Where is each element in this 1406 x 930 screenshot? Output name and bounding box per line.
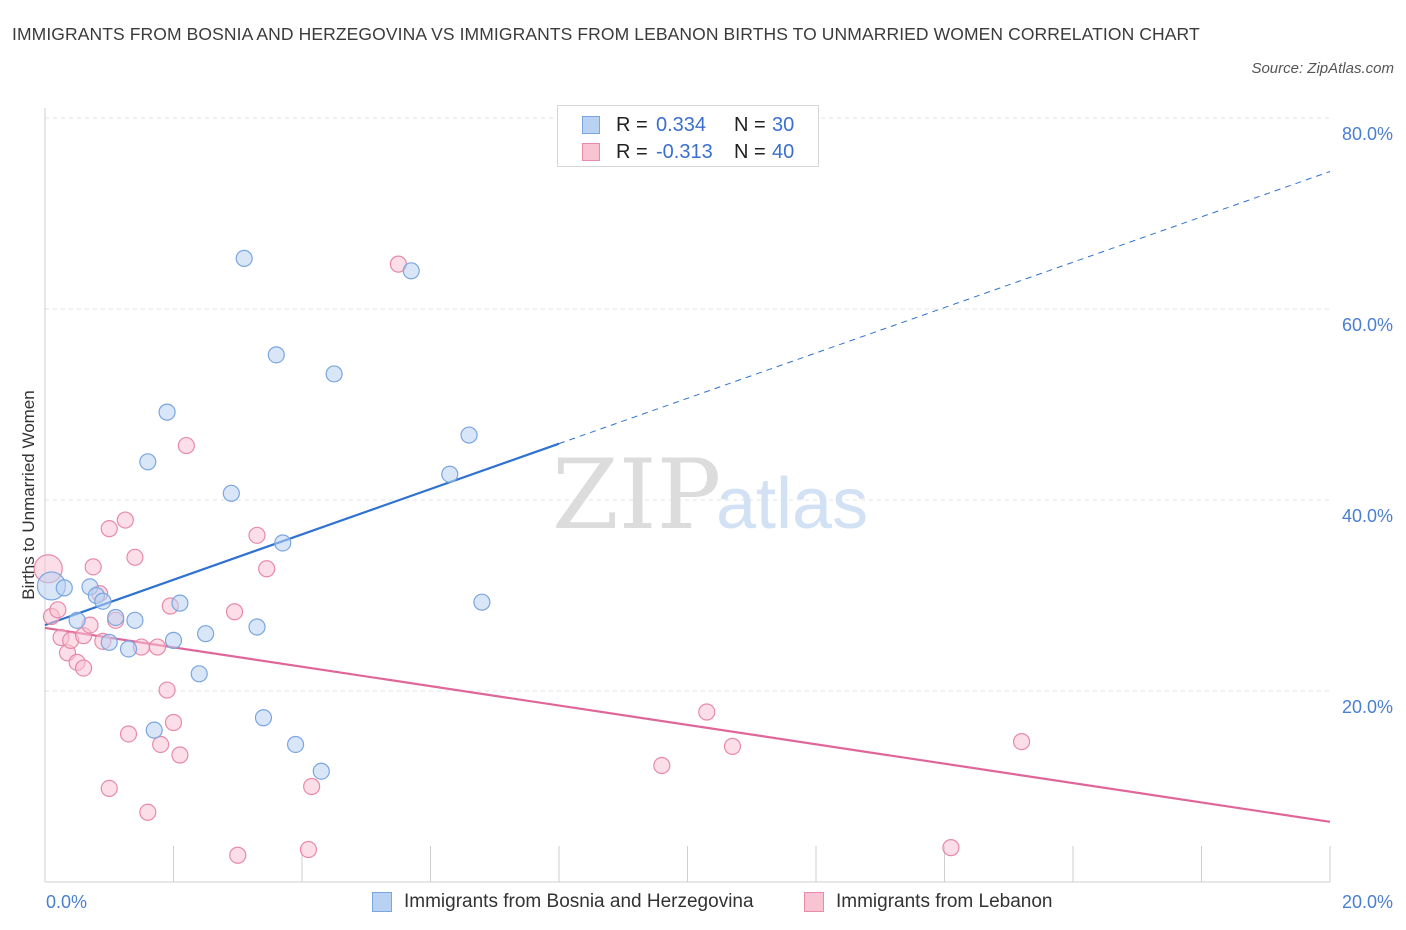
- data-point-lebanon: [164, 713, 183, 732]
- data-point-lebanon: [84, 558, 102, 576]
- tick-labels: 20.0% 40.0% 60.0% 80.0% 0.0% 20.0%: [46, 124, 1393, 912]
- data-point-bosnia: [107, 608, 125, 627]
- data-point-bosnia: [235, 249, 253, 267]
- trend-line-lebanon: [44, 626, 1331, 823]
- data-point-lebanon: [723, 737, 742, 755]
- correlation-legend: R = 0.334 N = 30 R = -0.313 N = 40: [557, 105, 819, 167]
- bottom-legend-bosnia: Immigrants from Bosnia and Herzegovina: [372, 888, 754, 916]
- chart-title: IMMIGRANTS FROM BOSNIA AND HERZEGOVINA V…: [12, 24, 1200, 44]
- legend-r-value: 0.334: [656, 113, 707, 136]
- legend-swatch-lebanon: [582, 143, 600, 161]
- bottom-legend-swatch-bosnia: [372, 892, 392, 912]
- data-point-lebanon: [158, 681, 176, 699]
- series-bosnia-points: [36, 249, 491, 780]
- data-point-bosnia: [55, 579, 73, 597]
- data-point-bosnia: [100, 633, 118, 651]
- data-point-bosnia: [68, 611, 86, 629]
- watermark: ZIP atlas: [552, 439, 868, 551]
- data-point-bosnia: [254, 709, 273, 727]
- data-point-bosnia: [119, 640, 138, 658]
- x-tick-label: 0.0%: [46, 892, 87, 912]
- data-point-lebanon: [100, 779, 118, 798]
- data-point-bosnia: [171, 594, 189, 612]
- data-point-bosnia: [126, 611, 144, 629]
- data-point-lebanon: [171, 746, 189, 764]
- legend-swatch-bosnia: [582, 116, 600, 134]
- bottom-legend-swatch-lebanon: [804, 892, 824, 912]
- x-tick-label: 20.0%: [1342, 892, 1393, 912]
- legend-n-value: 30: [772, 113, 795, 136]
- chart-source: Source: ZipAtlas.com: [1251, 60, 1394, 77]
- bottom-legend-label-bosnia: Immigrants from Bosnia and Herzegovina: [404, 891, 754, 912]
- y-tick-label: 40.0%: [1342, 506, 1393, 526]
- data-point-bosnia: [197, 625, 215, 643]
- data-point-bosnia: [145, 721, 163, 739]
- data-point-bosnia: [190, 665, 208, 683]
- data-point-lebanon: [116, 511, 134, 529]
- data-point-bosnia: [312, 762, 330, 780]
- watermark-zip: ZIP: [552, 439, 721, 551]
- data-point-bosnia: [325, 365, 343, 383]
- data-point-lebanon: [229, 846, 247, 864]
- data-point-lebanon: [148, 638, 167, 656]
- data-point-bosnia: [139, 453, 157, 471]
- data-point-lebanon: [299, 840, 318, 859]
- data-point-lebanon: [139, 803, 157, 821]
- data-point-lebanon: [74, 659, 93, 677]
- data-point-lebanon: [225, 603, 244, 621]
- data-point-lebanon: [258, 560, 276, 578]
- data-point-bosnia: [441, 465, 459, 483]
- data-point-lebanon: [177, 436, 195, 455]
- data-point-lebanon: [152, 735, 170, 754]
- bottom-legend-label-lebanon: Immigrants from Lebanon: [836, 891, 1053, 912]
- data-point-lebanon: [698, 703, 716, 721]
- data-point-bosnia: [286, 735, 305, 754]
- data-point-bosnia: [402, 262, 420, 280]
- y-axis-label: Births to Unmarried Women: [19, 390, 38, 599]
- axes: [44, 108, 1331, 883]
- legend-row-bosnia: R = 0.334 N = 30: [582, 111, 794, 139]
- legend-row-lebanon: R = -0.313 N = 40: [582, 138, 794, 166]
- data-point-bosnia: [94, 592, 112, 610]
- data-point-lebanon: [49, 601, 67, 619]
- data-point-lebanon: [303, 777, 321, 796]
- data-point-bosnia: [267, 346, 285, 364]
- data-point-lebanon: [942, 839, 960, 857]
- data-point-lebanon: [119, 725, 138, 743]
- data-point-bosnia: [222, 484, 240, 502]
- data-point-bosnia: [274, 534, 292, 552]
- legend-r-label: R =: [616, 113, 648, 136]
- y-tick-label: 20.0%: [1342, 697, 1393, 717]
- watermark-atlas: atlas: [716, 464, 868, 544]
- trend-line-bosnia: [44, 442, 560, 627]
- legend-r-label: R =: [616, 140, 648, 163]
- legend-n-value: 40: [772, 140, 795, 163]
- legend-r-value: -0.313: [656, 140, 713, 163]
- data-point-bosnia: [158, 403, 176, 421]
- data-point-bosnia: [473, 593, 491, 611]
- data-point-bosnia: [164, 631, 183, 649]
- data-point-bosnia: [248, 618, 266, 636]
- data-point-bosnia: [460, 426, 478, 444]
- data-point-lebanon: [100, 520, 118, 538]
- legend-n-label: N =: [734, 140, 766, 163]
- bottom-legend-lebanon: Immigrants from Lebanon: [804, 888, 1053, 916]
- trend-lines: [44, 171, 1331, 823]
- y-tick-label: 60.0%: [1342, 315, 1393, 335]
- trend-line-bosnia-extension: [558, 171, 1331, 445]
- series-lebanon-points: [33, 255, 1031, 864]
- data-point-lebanon: [653, 756, 671, 775]
- data-point-lebanon: [248, 526, 266, 544]
- legend-n-label: N =: [734, 113, 766, 136]
- y-tick-label: 80.0%: [1342, 124, 1393, 144]
- data-point-lebanon: [126, 548, 144, 566]
- data-point-lebanon: [1012, 733, 1031, 751]
